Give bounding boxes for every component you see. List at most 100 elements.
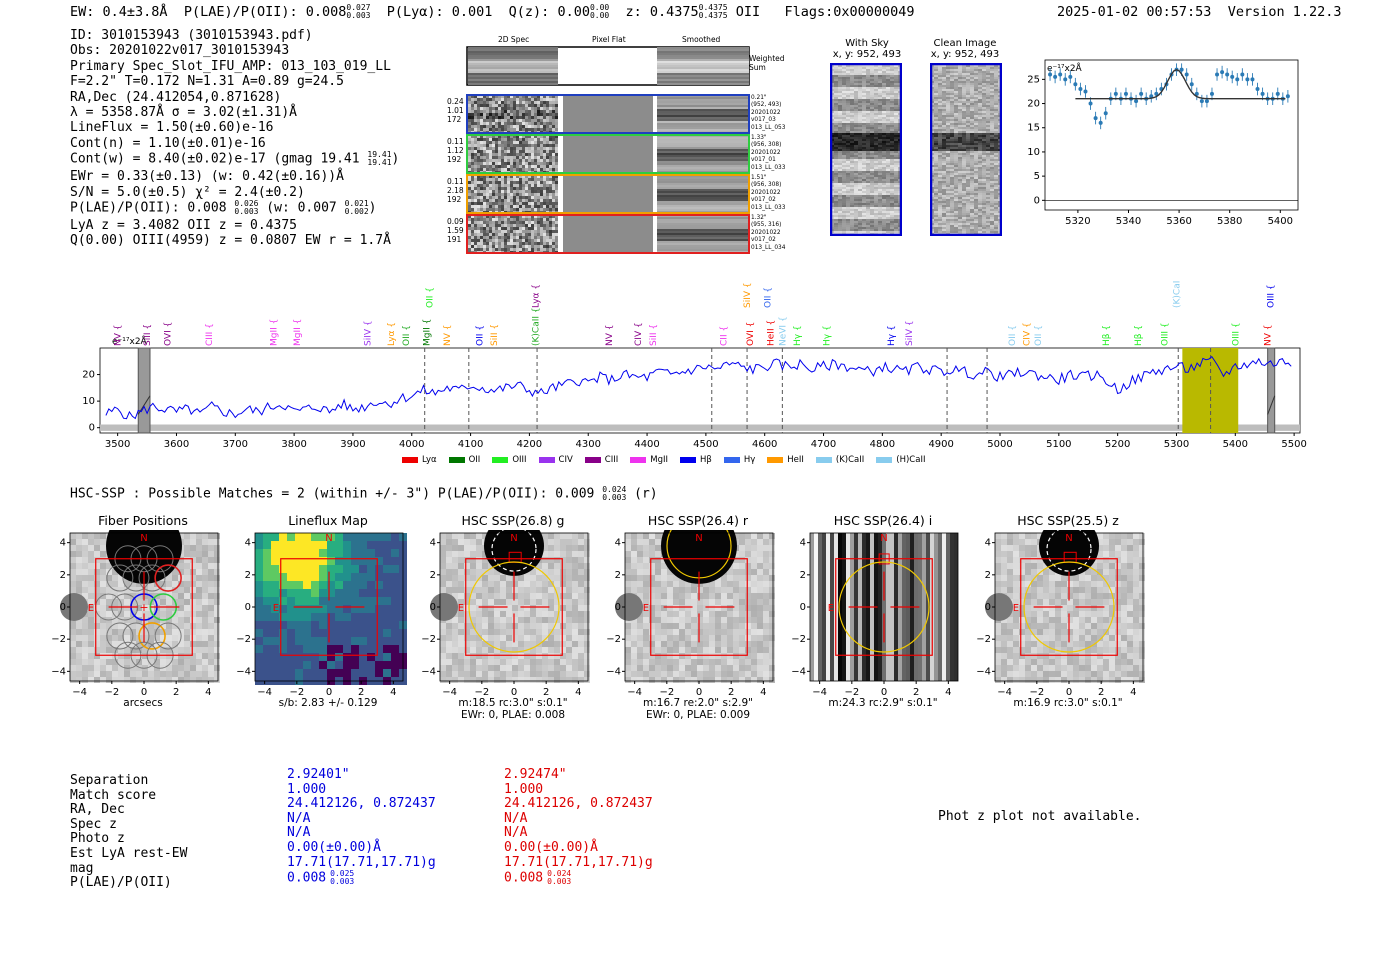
masked-region (1267, 347, 1276, 434)
clean-image-xy: x, y: 952, 493 (930, 49, 1000, 60)
zoom-y-tick: 5 (1034, 171, 1040, 182)
cutout-x-tick: −2 (289, 687, 304, 698)
match-label: mag (70, 860, 94, 876)
cutout-y-tick: −4 (976, 666, 991, 677)
info-contw: Cont(w) = 8.40(±0.02)e-17 (gmag 19.41 (70, 151, 360, 167)
cutout-x-tick: 0 (141, 687, 147, 698)
spectrum-x-tick: 5300 (1164, 439, 1189, 450)
match-plae-range: 0.025 0.003 (330, 869, 355, 887)
image-frame (930, 63, 1002, 236)
east-marker: E (828, 603, 834, 614)
cutout-x-tick: 0 (881, 687, 887, 698)
clean-image-label: Clean Image (933, 38, 997, 49)
cutout-y-tick: −2 (606, 634, 621, 645)
spectrum-y-tick: 10 (82, 396, 95, 407)
spec2d-row-frame (466, 214, 750, 254)
zoom-data-point (1184, 72, 1189, 77)
cutout-image-g: N E 4 2 0 −2 −4 −4 −2 0 2 4 (421, 530, 590, 698)
cutout-y-tick: −4 (606, 666, 621, 677)
spec2d-row-left-label: 0.11 1.12 192 (447, 137, 464, 164)
zoom-data-point (1250, 77, 1255, 82)
info-plae-w-range: 0.021 0.002 (344, 199, 369, 217)
spec2d-row (466, 94, 750, 134)
emission-line-label: NV { (443, 325, 453, 346)
info-primary: Primary Spec_Slot_IFU_AMP: 013_103_019_L… (70, 58, 391, 74)
cutout-title: Fiber Positions (98, 513, 188, 528)
info-plae-w-end: ) (368, 200, 377, 216)
info-radec: RA,Dec (24.412054,0.871628) (70, 89, 282, 105)
match-label: Photo z (70, 831, 125, 847)
zoom-data-point (1123, 91, 1128, 96)
cutout-caption: m:16.7 re:2.0" s:2.9" EWr: 0, PLAE: 0.009 (643, 697, 753, 721)
cutout-x-tick: 2 (1098, 687, 1104, 698)
header-timestamp: 2025-01-02 00:57:53 (1057, 4, 1212, 20)
legend-item: Lyα (402, 455, 437, 465)
spec2d-row (466, 214, 750, 254)
cutout-y-tick: 0 (430, 602, 436, 613)
match-col-2: 2.92474" 1.000 24.412126, 0.872437 N/A N/A 0.… (504, 767, 653, 887)
cutout-x-tick: 4 (575, 687, 581, 698)
zoom-data-point (1058, 72, 1063, 77)
spec2d-col-header-2: Smoothed (682, 35, 721, 44)
zoom-data-point (1063, 77, 1068, 82)
emission-line-label: NV { (114, 325, 124, 346)
spec2d-row (466, 134, 750, 174)
spec2d-row-frame (466, 94, 750, 134)
match-value: 24.412126, 0.872437 (287, 796, 436, 812)
search-box (465, 558, 563, 656)
zoom-x-tick: 5400 (1268, 216, 1293, 227)
legend-item: HeII (767, 455, 804, 465)
zoom-data-point (1260, 91, 1265, 96)
cutout-x-tick: 2 (173, 687, 179, 698)
zoom-data-point (1235, 77, 1240, 82)
match-col-1: 2.92401" 1.000 24.412126, 0.872437 N/A N/A 0.… (287, 767, 436, 887)
zoom-y-tick: 15 (1027, 123, 1040, 134)
match-value: 0.008 0.024 0.003 (504, 869, 572, 887)
detection-info: ID: 3010153943 (3010153943.pdf) Obs: 202… (70, 28, 399, 249)
zoom-data-point (1139, 91, 1144, 96)
cutout-y-tick: 0 (60, 602, 66, 613)
header-plae-range: 0.027 0.003 (346, 3, 371, 20)
match-label: Est LyA rest-EW (70, 845, 188, 861)
spec2d-row-left-label: 0.09 1.59 191 (447, 217, 464, 244)
header-z-range: 0.4375 0.4375 (698, 3, 728, 20)
north-marker: N (1065, 533, 1072, 544)
emission-line-label: OII { (1008, 325, 1018, 346)
legend-swatch (815, 457, 832, 463)
match-value: 1.000 (287, 781, 327, 797)
match-label: RA, Dec (70, 802, 125, 818)
spectrum-x-tick: 4100 (458, 439, 483, 450)
spec2d-col-header-0: 2D Spec (498, 35, 530, 44)
zoom-data-point (1199, 99, 1204, 104)
zoom-x-tick: 5360 (1166, 216, 1191, 227)
match-value: N/A (504, 810, 528, 826)
spectrum-x-tick: 5200 (1105, 439, 1130, 450)
spectrum-x-tick: 3500 (105, 439, 130, 450)
zoom-data-point (1255, 87, 1260, 92)
photz-note: Phot z plot not available. (938, 809, 1142, 824)
match-plae-range: 0.024 0.003 (547, 869, 572, 887)
header-summary: EW: 0.4±3.8Å P(LAE)/P(OII): 0.008 0.027 0.… (70, 3, 915, 21)
match-label: Separation (70, 773, 149, 788)
match-value: 17.71(17.71,17.71)g (287, 854, 436, 870)
cutout-x-tick: −4 (72, 687, 87, 698)
zoom-data-point (1078, 87, 1083, 92)
spectrum-x-tick: 5500 (1281, 439, 1306, 450)
east-marker: E (273, 603, 279, 614)
cutout-x-tick: 4 (760, 687, 766, 698)
zoom-data-point (1285, 94, 1290, 99)
cutout-caption: m:24.3 rc:2.9" s:0.1" (828, 697, 938, 709)
emission-line-label: Lyα { (531, 284, 541, 308)
emission-line-label: (K)CaII { (531, 307, 541, 346)
fiber-circle (154, 622, 182, 650)
search-box (95, 558, 193, 656)
cutout-y-tick: 2 (245, 570, 251, 581)
hsc-headline-text: HSC-SSP : Possible Matches = 2 (within +… (70, 486, 595, 502)
zoom-data-point (1093, 116, 1098, 121)
cutout-y-tick: 4 (800, 538, 806, 549)
info-contw-end: ) (391, 151, 400, 167)
aperture-circle (468, 561, 560, 653)
match-value: 0.00(±0.00)Å (504, 839, 598, 855)
emission-line-label: OII { (1034, 325, 1044, 346)
cutout-y-tick: −4 (421, 666, 436, 677)
